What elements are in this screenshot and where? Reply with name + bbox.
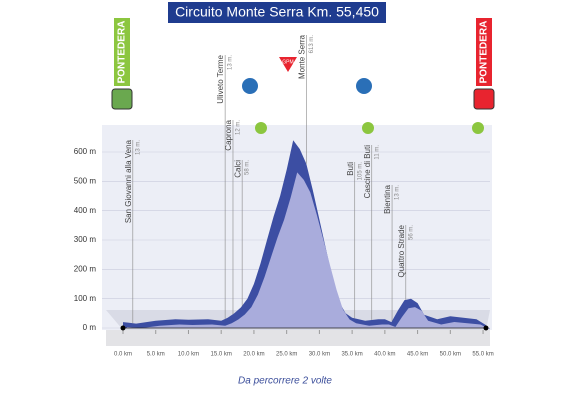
finish-dot xyxy=(483,325,489,331)
waypoint-label: Caprona xyxy=(224,119,233,150)
x-tick-label: 45.0 km xyxy=(407,352,428,358)
feed-icon xyxy=(356,78,372,94)
finish-banner xyxy=(476,18,492,86)
gpm-icon xyxy=(279,57,297,72)
x-tick-label: 40.0 km xyxy=(374,352,395,358)
y-tick-label: 0 m xyxy=(83,323,97,332)
x-tick-label: 30.0 km xyxy=(309,352,330,358)
start-label: PONTEDERA xyxy=(117,21,128,84)
waypoint-elevation: 13 m. xyxy=(395,185,401,200)
x-tick-label: 15.0 km xyxy=(211,352,232,358)
x-tick-label: 25.0 km xyxy=(276,352,297,358)
start-dot xyxy=(120,325,126,331)
y-tick-label: 200 m xyxy=(74,264,97,273)
waypoint-elevation: 105 m. xyxy=(357,162,363,181)
y-tick-label: 600 m xyxy=(74,147,97,156)
title-box xyxy=(168,2,386,23)
x-tick-label: 55.0 km xyxy=(472,352,493,358)
waypoint-label: Monte Serra xyxy=(297,34,306,79)
waypoint-label: Buti xyxy=(346,162,355,176)
sprint-icon xyxy=(362,122,374,134)
finish-label: PONTEDERA xyxy=(479,21,490,84)
waypoint-elevation: 13 m. xyxy=(228,55,234,70)
food-icon xyxy=(242,78,258,94)
waypoint-elevation: 56 m. xyxy=(408,225,414,240)
waypoint-label: Cascine di Buti xyxy=(363,145,372,199)
waypoint-label: Bientina xyxy=(383,184,392,213)
y-tick-label: 100 m xyxy=(74,294,97,303)
waypoint-elevation: 58 m. xyxy=(245,160,251,175)
footer: Da percorrere 2 volte xyxy=(238,376,332,387)
finish-icon xyxy=(473,88,495,110)
sprint-icon xyxy=(255,122,267,134)
waypoint-label: Calci xyxy=(233,160,242,178)
x-tick-label: 5.0 km xyxy=(147,352,165,358)
x-tick-label: 50.0 km xyxy=(440,352,461,358)
chart-title: Circuito Monte Serra Km. 55,450 xyxy=(175,4,379,20)
waypoint-elevation: 11 m. xyxy=(374,145,380,160)
waypoint-elevation: 613 m. xyxy=(309,35,315,54)
x-tick-label: 35.0 km xyxy=(341,352,362,358)
x-tick-label: 0.0 km xyxy=(114,352,132,358)
profile-face xyxy=(127,172,490,330)
waypoint-elevation: 13 m. xyxy=(135,140,141,155)
waypoint-label: Quattro Strade xyxy=(397,224,406,277)
y-tick-label: 300 m xyxy=(74,235,97,244)
start-icon xyxy=(111,88,133,110)
x-tick-label: 20.0 km xyxy=(243,352,264,358)
x-tick-label: 10.0 km xyxy=(178,352,199,358)
waypoint-label: San Giovanni alla Vena xyxy=(124,139,133,223)
y-tick-label: 500 m xyxy=(74,176,97,185)
axis-strip xyxy=(106,330,490,346)
waypoint-elevation: 12 m. xyxy=(236,120,242,135)
y-tick-label: 400 m xyxy=(74,206,97,215)
start-banner xyxy=(114,18,130,86)
sprint-icon xyxy=(472,122,484,134)
gpm-label: GPM xyxy=(282,59,293,65)
waypoint-label: Uliveto Terme xyxy=(216,54,225,103)
